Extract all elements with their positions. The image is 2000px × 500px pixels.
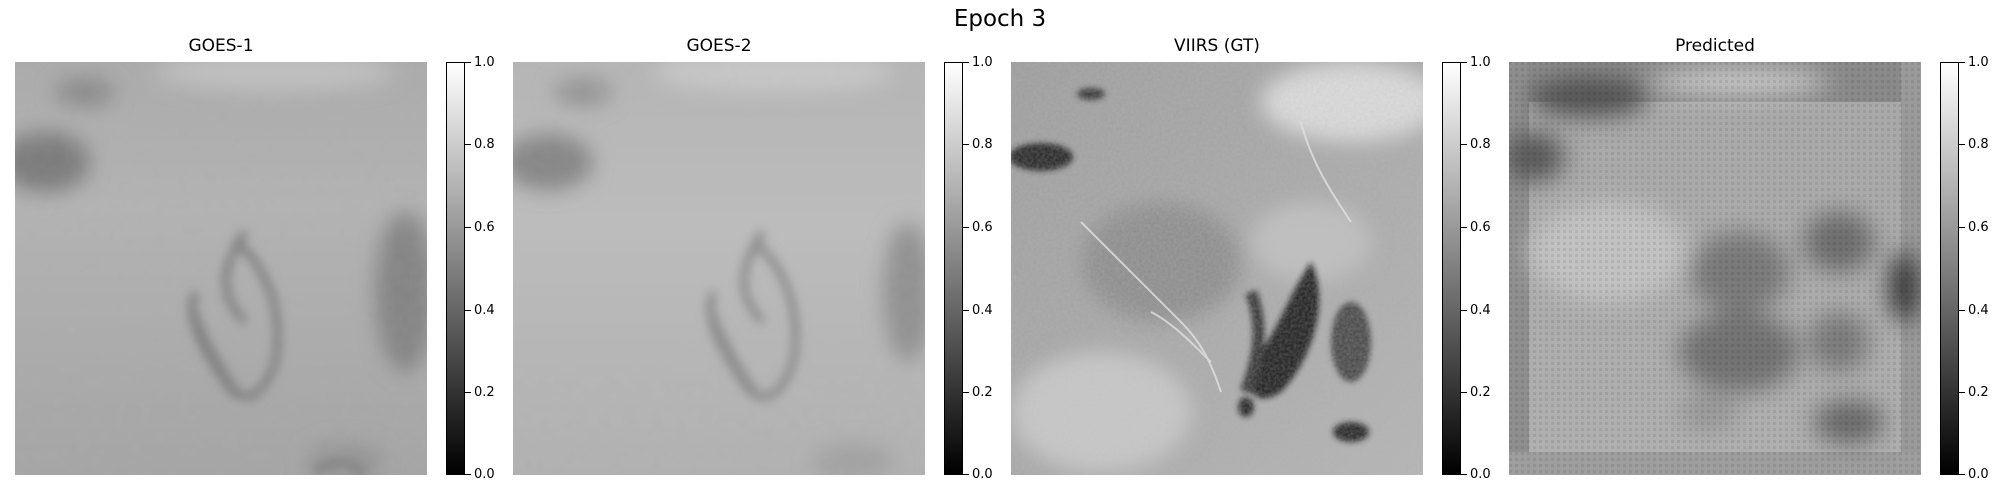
colorbar-tick-label: 0.6 [972,220,993,235]
colorbar-tick [1461,392,1467,393]
panel-title-predicted: Predicted [1675,36,1755,56]
colorbar-viirs [1442,62,1461,475]
colorbar-tick-label: 0.4 [972,303,993,318]
colorbar-tick-label: 0.8 [1470,137,1491,152]
colorbar-tick-label: 0.8 [972,137,993,152]
colorbar-tick [465,227,471,228]
colorbar-tick [1959,227,1965,228]
colorbar-tick-label: 0.4 [1470,303,1491,318]
colorbar-tick [465,310,471,311]
colorbar-tick [1461,474,1467,475]
colorbar-tick-label: 0.0 [972,467,993,482]
colorbar-tick-label: 1.0 [972,55,993,70]
colorbar-tick [1461,227,1467,228]
colorbar-tick [1959,310,1965,311]
colorbar-tick-label: 0.2 [1968,385,1989,400]
colorbar-tick [963,310,969,311]
colorbar-goes2 [944,62,963,475]
colorbar-tick-label: 1.0 [1968,55,1989,70]
colorbar-tick [963,474,969,475]
colorbar-tick [465,62,471,63]
colorbar-tick-label: 0.2 [474,385,495,400]
colorbar-tick [963,144,969,145]
heatmap-goes1 [15,62,427,475]
colorbar-tick-label: 0.6 [1470,220,1491,235]
colorbar-tick-label: 0.0 [1470,467,1491,482]
colorbar-tick [1461,62,1467,63]
colorbar-tick-label: 1.0 [1470,55,1491,70]
panel-title-goes1: GOES-1 [188,36,254,56]
colorbar-tick [1959,62,1965,63]
colorbar-tick-label: 0.0 [474,467,495,482]
colorbar-tick [1959,144,1965,145]
colorbar-tick [963,392,969,393]
colorbar-tick-label: 0.8 [1968,137,1989,152]
colorbar-tick-label: 1.0 [474,55,495,70]
colorbar-tick-label: 0.4 [474,303,495,318]
colorbar-predicted [1940,62,1959,475]
colorbar-tick-label: 0.2 [1470,385,1491,400]
colorbar-tick-label: 0.6 [474,220,495,235]
heatmap-viirs [1011,62,1423,475]
colorbar-goes1 [446,62,465,475]
colorbar-tick-label: 0.8 [474,137,495,152]
colorbar-tick [963,227,969,228]
figure-title: Epoch 3 [953,6,1047,32]
colorbar-tick-label: 0.6 [1968,220,1989,235]
colorbar-tick-label: 0.2 [972,385,993,400]
panel-title-goes2: GOES-2 [686,36,752,56]
heatmap-predicted [1509,62,1921,475]
colorbar-tick-label: 0.0 [1968,467,1989,482]
colorbar-tick [465,474,471,475]
colorbar-tick [1461,310,1467,311]
colorbar-tick-label: 0.4 [1968,303,1989,318]
colorbar-tick [465,144,471,145]
colorbar-tick [963,62,969,63]
heatmap-goes2 [513,62,925,475]
colorbar-tick [1461,144,1467,145]
colorbar-tick [465,392,471,393]
panel-title-viirs: VIIRS (GT) [1174,36,1260,56]
colorbar-tick [1959,474,1965,475]
colorbar-tick [1959,392,1965,393]
